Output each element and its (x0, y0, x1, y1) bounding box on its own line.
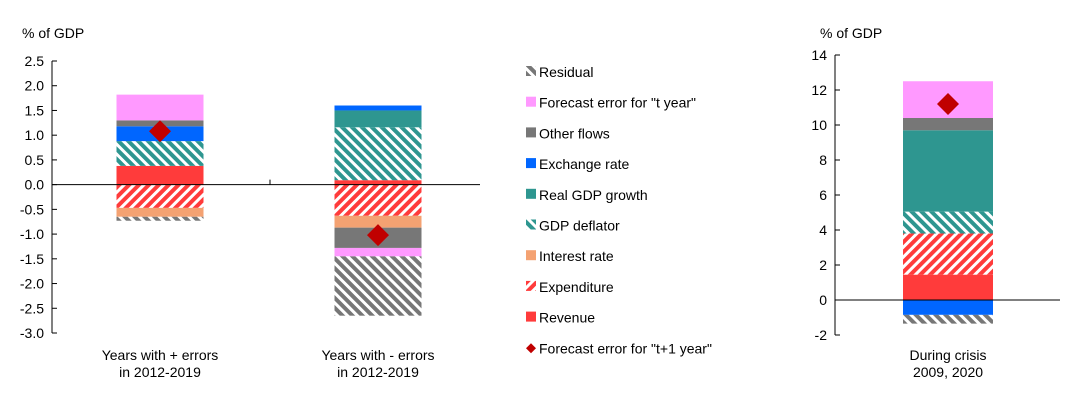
bar-segment-revenue (116, 165, 204, 185)
bar-segment-gdp-deflator (116, 141, 204, 166)
y-tick-label: -0.5 (20, 201, 44, 217)
legend: Residual Forecast error for "t year" Other… (526, 64, 712, 356)
y-tick-label: 14 (811, 47, 827, 63)
legend-swatch-expenditure (526, 280, 536, 291)
bar-segment-real-gdp-growth (903, 130, 993, 212)
bar-segment-revenue (334, 180, 422, 185)
legend-swatch-exchange-rate (526, 158, 536, 169)
y-axis-title: % of GDP (22, 25, 84, 41)
bar-segment-residual (334, 256, 422, 316)
y-tick-label: -1.5 (20, 251, 44, 267)
y-tick-label: 0.0 (25, 177, 45, 193)
category-label: in 2012-2019 (119, 364, 201, 380)
forecast-error-t1-marker (937, 93, 959, 115)
legend-swatch-other-flows (526, 127, 536, 138)
y-tick-label: 2.0 (25, 78, 45, 94)
bar-segment-forecast-error-for-t-year (334, 247, 422, 257)
bar-segment-expenditure (903, 233, 993, 275)
legend-label-interest-rate: Interest rate (539, 248, 614, 264)
bar-segment-residual (116, 216, 204, 221)
y-tick-label: 8 (819, 152, 827, 168)
bar-segment-real-gdp-growth (334, 110, 422, 128)
y-tick-label: 12 (811, 82, 827, 98)
legend-swatch-gdp-deflator (526, 219, 536, 230)
y-tick-label: 6 (819, 187, 827, 203)
y-tick-label: -2 (815, 327, 828, 343)
legend-label-gdp-deflator: GDP deflator (539, 218, 620, 234)
y-tick-label: -3.0 (20, 325, 44, 341)
category-label: During crisis (909, 347, 986, 363)
bar-segment-interest-rate (116, 207, 204, 217)
y-tick-label: 2 (819, 257, 827, 273)
bar-segment-gdp-deflator (903, 211, 993, 234)
legend-label-forecast-error-for-t-year: Forecast error for "t year" (539, 95, 696, 111)
legend-label-real-gdp-growth: Real GDP growth (539, 187, 648, 203)
bar-segment-forecast-error-for-t-year (116, 94, 204, 121)
bar-segment-residual (903, 314, 993, 324)
bar-segment-other-flows (903, 118, 993, 131)
y-tick-label: -1.0 (20, 226, 44, 242)
bar-segment-interest-rate (334, 215, 422, 228)
bar-segment-revenue (903, 274, 993, 300)
legend-label-revenue: Revenue (539, 310, 595, 326)
y-tick-label: 0.5 (25, 152, 45, 168)
y-axis-title: % of GDP (820, 25, 882, 41)
legend-marker-diamond (526, 343, 536, 354)
y-tick-label: 1.0 (25, 127, 45, 143)
bar-segment-expenditure (116, 184, 204, 208)
y-tick-label: 0 (819, 292, 827, 308)
left-chart: % of GDP 2.5 2.0 1.5 1.0 0.5 0.0 -0.5 -1.0 -1.5 -2… (20, 25, 480, 380)
legend-swatch-interest-rate (526, 250, 536, 261)
category-label: 2009, 2020 (913, 364, 983, 380)
legend-swatch-revenue (526, 311, 536, 322)
legend-label-forecast-error-for-t-1-year: Forecast error for "t+1 year" (539, 340, 712, 356)
bar-segment-exchange-rate (334, 105, 422, 111)
y-tick-label: -2.5 (20, 300, 44, 316)
legend-swatch-real-gdp-growth (526, 188, 536, 199)
bar-segment-exchange-rate (903, 300, 993, 315)
legend-label-residual: Residual (539, 64, 593, 80)
legend-label-other-flows: Other flows (539, 125, 610, 141)
y-tick-label: 10 (811, 117, 827, 133)
forecast-error-t1-marker (367, 224, 389, 247)
legend-label-exchange-rate: Exchange rate (539, 156, 629, 172)
right-chart: % of GDP 14 12 10 8 6 4 2 0 -2 During crisis2009, … (811, 25, 1060, 380)
y-tick-label: -2.0 (20, 276, 44, 292)
legend-swatch-residual (526, 66, 536, 76)
bar-segment-gdp-deflator (334, 127, 422, 181)
y-tick-label: 4 (819, 222, 827, 238)
legend-swatch-forecast-error-for-t-year (526, 96, 536, 107)
category-label: in 2012-2019 (337, 364, 419, 380)
legend-label-expenditure: Expenditure (539, 279, 614, 295)
y-tick-label: 2.5 (25, 53, 45, 69)
y-tick-label: 1.5 (25, 102, 45, 118)
bar-segment-expenditure (334, 184, 422, 216)
category-label: Years with + errors (102, 347, 219, 363)
forecast-error-t1-marker (149, 120, 171, 143)
category-label: Years with - errors (321, 347, 434, 363)
